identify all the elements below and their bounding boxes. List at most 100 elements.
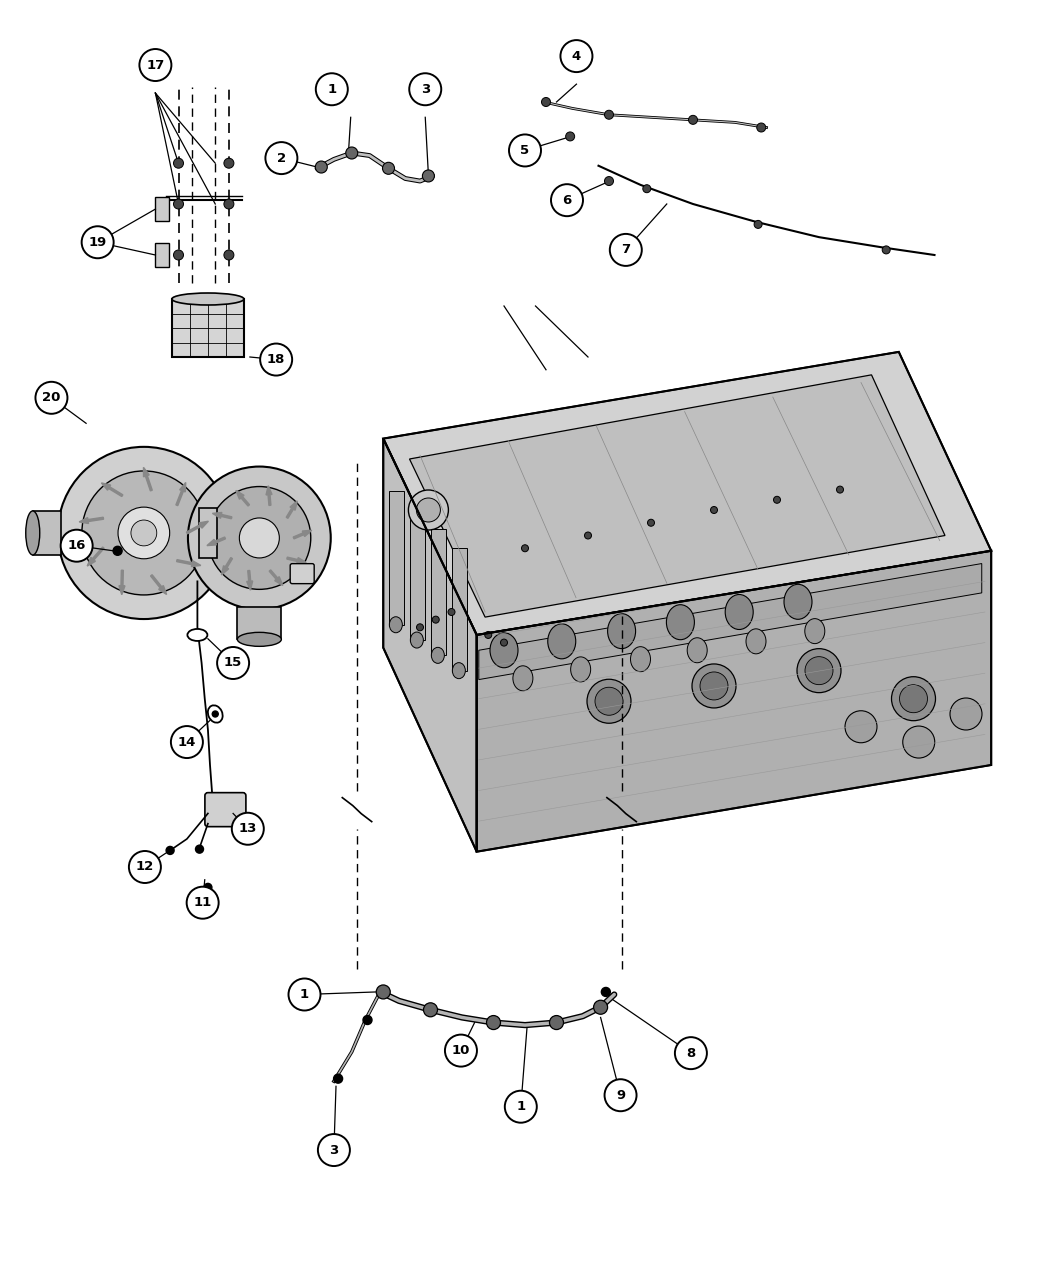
Ellipse shape — [411, 632, 423, 648]
Circle shape — [217, 646, 249, 680]
FancyArrow shape — [222, 557, 232, 575]
Circle shape — [239, 518, 279, 558]
Polygon shape — [388, 491, 404, 625]
Circle shape — [692, 664, 736, 708]
Circle shape — [585, 532, 591, 539]
Circle shape — [187, 886, 218, 919]
Circle shape — [118, 507, 170, 558]
Circle shape — [129, 850, 161, 884]
Circle shape — [587, 680, 631, 723]
Polygon shape — [477, 551, 991, 852]
FancyArrow shape — [87, 547, 104, 566]
Circle shape — [173, 199, 184, 209]
Circle shape — [643, 185, 651, 193]
Circle shape — [417, 499, 440, 521]
Circle shape — [903, 725, 934, 759]
Ellipse shape — [187, 629, 208, 641]
FancyArrow shape — [102, 483, 123, 496]
Circle shape — [417, 623, 423, 631]
Circle shape — [208, 487, 311, 589]
Circle shape — [36, 381, 67, 414]
Text: 13: 13 — [238, 822, 257, 835]
Circle shape — [410, 73, 441, 106]
Text: 1: 1 — [300, 988, 309, 1001]
Circle shape — [605, 1079, 636, 1112]
Bar — [33, 511, 61, 555]
FancyArrow shape — [176, 560, 201, 566]
Text: 17: 17 — [146, 59, 165, 71]
Circle shape — [382, 162, 395, 175]
FancyArrow shape — [287, 501, 297, 519]
Ellipse shape — [453, 663, 465, 678]
Ellipse shape — [784, 584, 812, 620]
Bar — [155, 244, 169, 266]
Circle shape — [891, 677, 936, 720]
Circle shape — [837, 486, 843, 493]
Polygon shape — [383, 352, 991, 635]
Circle shape — [204, 884, 212, 891]
Circle shape — [845, 710, 877, 743]
Circle shape — [675, 1037, 707, 1070]
Polygon shape — [410, 375, 945, 617]
Ellipse shape — [570, 657, 591, 682]
Text: 1: 1 — [328, 83, 336, 96]
Ellipse shape — [804, 618, 825, 644]
Circle shape — [542, 97, 550, 107]
FancyArrow shape — [144, 468, 152, 491]
Circle shape — [422, 170, 435, 182]
Circle shape — [171, 725, 203, 759]
Circle shape — [173, 158, 184, 168]
Circle shape — [140, 48, 171, 82]
FancyBboxPatch shape — [205, 793, 246, 826]
Circle shape — [501, 639, 507, 646]
Ellipse shape — [490, 632, 518, 668]
Ellipse shape — [630, 646, 651, 672]
Circle shape — [549, 1016, 564, 1029]
Ellipse shape — [237, 632, 281, 646]
Ellipse shape — [26, 511, 40, 555]
FancyArrow shape — [150, 575, 167, 594]
Circle shape — [224, 199, 234, 209]
Circle shape — [486, 1016, 501, 1029]
Circle shape — [232, 812, 264, 845]
Text: 5: 5 — [521, 144, 529, 157]
Ellipse shape — [548, 623, 575, 659]
Text: 19: 19 — [88, 236, 107, 249]
Circle shape — [805, 657, 833, 685]
Circle shape — [266, 142, 297, 175]
Circle shape — [509, 134, 541, 167]
Text: 10: 10 — [452, 1044, 470, 1057]
Text: 4: 4 — [572, 50, 581, 62]
Ellipse shape — [390, 617, 402, 632]
Polygon shape — [479, 564, 982, 680]
Circle shape — [602, 987, 610, 997]
Text: 3: 3 — [330, 1144, 338, 1156]
Circle shape — [318, 1133, 350, 1167]
Circle shape — [566, 131, 574, 142]
Circle shape — [711, 506, 717, 514]
FancyArrow shape — [247, 570, 253, 590]
Text: 11: 11 — [193, 896, 212, 909]
Circle shape — [289, 978, 320, 1011]
Circle shape — [610, 233, 642, 266]
Circle shape — [445, 1034, 477, 1067]
FancyArrow shape — [207, 537, 226, 546]
Circle shape — [485, 631, 491, 639]
Polygon shape — [383, 439, 477, 852]
FancyArrow shape — [266, 486, 272, 505]
Text: 8: 8 — [687, 1047, 695, 1060]
Ellipse shape — [746, 629, 766, 654]
Circle shape — [408, 490, 448, 530]
Circle shape — [950, 697, 982, 731]
Circle shape — [224, 250, 234, 260]
Ellipse shape — [608, 613, 635, 649]
FancyArrow shape — [212, 513, 232, 519]
FancyArrow shape — [119, 570, 125, 594]
Circle shape — [605, 110, 613, 120]
Circle shape — [700, 672, 728, 700]
Circle shape — [900, 685, 927, 713]
Circle shape — [131, 520, 156, 546]
Text: 20: 20 — [42, 391, 61, 404]
Circle shape — [595, 687, 623, 715]
Circle shape — [58, 446, 230, 620]
